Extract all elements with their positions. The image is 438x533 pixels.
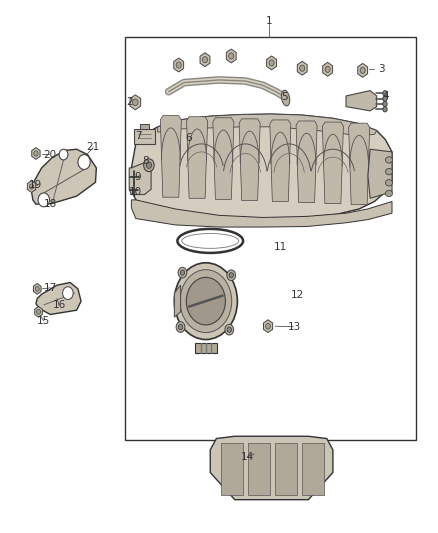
Polygon shape bbox=[221, 443, 243, 495]
Polygon shape bbox=[349, 123, 370, 205]
Polygon shape bbox=[160, 116, 181, 197]
Circle shape bbox=[38, 193, 49, 207]
Polygon shape bbox=[187, 117, 208, 198]
Polygon shape bbox=[358, 63, 367, 77]
Polygon shape bbox=[226, 49, 236, 63]
Circle shape bbox=[383, 96, 387, 101]
Circle shape bbox=[146, 162, 152, 168]
Circle shape bbox=[229, 53, 234, 59]
Polygon shape bbox=[200, 53, 210, 67]
Circle shape bbox=[227, 327, 231, 332]
Circle shape bbox=[63, 287, 73, 300]
Circle shape bbox=[325, 66, 330, 72]
Text: 18: 18 bbox=[44, 199, 57, 209]
Circle shape bbox=[36, 309, 40, 314]
Polygon shape bbox=[346, 91, 377, 111]
Text: 1: 1 bbox=[266, 17, 273, 26]
Text: 7: 7 bbox=[134, 131, 141, 141]
Circle shape bbox=[269, 60, 274, 66]
Polygon shape bbox=[302, 443, 324, 495]
Text: 15: 15 bbox=[37, 316, 50, 326]
Circle shape bbox=[383, 107, 387, 112]
Polygon shape bbox=[140, 124, 149, 129]
Circle shape bbox=[300, 65, 305, 71]
Circle shape bbox=[176, 322, 185, 333]
Polygon shape bbox=[276, 443, 297, 495]
Polygon shape bbox=[130, 95, 141, 110]
Circle shape bbox=[229, 272, 233, 278]
Circle shape bbox=[178, 268, 187, 278]
Text: 4: 4 bbox=[382, 91, 389, 101]
Circle shape bbox=[133, 99, 138, 106]
Circle shape bbox=[144, 159, 154, 172]
Ellipse shape bbox=[385, 168, 392, 175]
Text: 3: 3 bbox=[378, 64, 385, 74]
Text: 10: 10 bbox=[128, 187, 141, 197]
Circle shape bbox=[34, 151, 38, 156]
Polygon shape bbox=[296, 121, 317, 203]
Circle shape bbox=[29, 184, 34, 189]
Polygon shape bbox=[297, 61, 307, 75]
Polygon shape bbox=[27, 181, 36, 192]
Polygon shape bbox=[267, 56, 276, 70]
Polygon shape bbox=[248, 443, 270, 495]
Polygon shape bbox=[33, 284, 41, 294]
Polygon shape bbox=[174, 58, 184, 72]
Polygon shape bbox=[270, 120, 291, 201]
Text: 5: 5 bbox=[281, 92, 288, 102]
Bar bbox=[125, 37, 416, 440]
Polygon shape bbox=[174, 285, 180, 317]
Ellipse shape bbox=[385, 180, 392, 186]
Circle shape bbox=[178, 325, 183, 330]
Text: 13: 13 bbox=[288, 322, 301, 332]
Text: 6: 6 bbox=[185, 133, 192, 142]
Text: 8: 8 bbox=[142, 156, 149, 166]
Text: 20: 20 bbox=[43, 150, 56, 159]
Text: 2: 2 bbox=[126, 98, 133, 107]
Circle shape bbox=[225, 324, 233, 335]
Polygon shape bbox=[134, 129, 155, 144]
Circle shape bbox=[202, 56, 208, 63]
Polygon shape bbox=[323, 62, 332, 76]
Text: 19: 19 bbox=[29, 180, 42, 190]
Polygon shape bbox=[131, 200, 392, 227]
Polygon shape bbox=[213, 118, 234, 199]
Circle shape bbox=[227, 270, 236, 280]
Polygon shape bbox=[131, 114, 392, 219]
Polygon shape bbox=[239, 119, 260, 200]
Circle shape bbox=[176, 62, 181, 68]
Polygon shape bbox=[129, 163, 151, 195]
Text: 9: 9 bbox=[134, 172, 141, 182]
Ellipse shape bbox=[281, 90, 290, 106]
Text: 14: 14 bbox=[241, 452, 254, 462]
Polygon shape bbox=[322, 122, 343, 204]
Circle shape bbox=[78, 155, 90, 169]
Circle shape bbox=[35, 287, 39, 291]
Polygon shape bbox=[195, 343, 217, 353]
Polygon shape bbox=[35, 306, 42, 317]
Text: 16: 16 bbox=[53, 301, 66, 310]
Circle shape bbox=[383, 91, 387, 96]
Ellipse shape bbox=[385, 190, 392, 197]
Circle shape bbox=[180, 270, 232, 333]
Circle shape bbox=[174, 263, 237, 340]
Polygon shape bbox=[264, 320, 272, 333]
Polygon shape bbox=[210, 436, 333, 500]
Circle shape bbox=[186, 277, 226, 325]
Text: 21: 21 bbox=[87, 142, 100, 151]
Circle shape bbox=[383, 101, 387, 107]
Circle shape bbox=[59, 149, 68, 160]
Ellipse shape bbox=[385, 157, 392, 163]
Polygon shape bbox=[32, 149, 96, 204]
Polygon shape bbox=[158, 114, 377, 136]
Text: 11: 11 bbox=[274, 242, 287, 252]
Polygon shape bbox=[368, 149, 392, 198]
Circle shape bbox=[360, 67, 365, 74]
Text: 12: 12 bbox=[291, 290, 304, 300]
Circle shape bbox=[266, 324, 270, 329]
Polygon shape bbox=[36, 282, 81, 314]
Circle shape bbox=[180, 270, 185, 276]
Polygon shape bbox=[32, 148, 40, 159]
Text: 17: 17 bbox=[44, 283, 57, 293]
